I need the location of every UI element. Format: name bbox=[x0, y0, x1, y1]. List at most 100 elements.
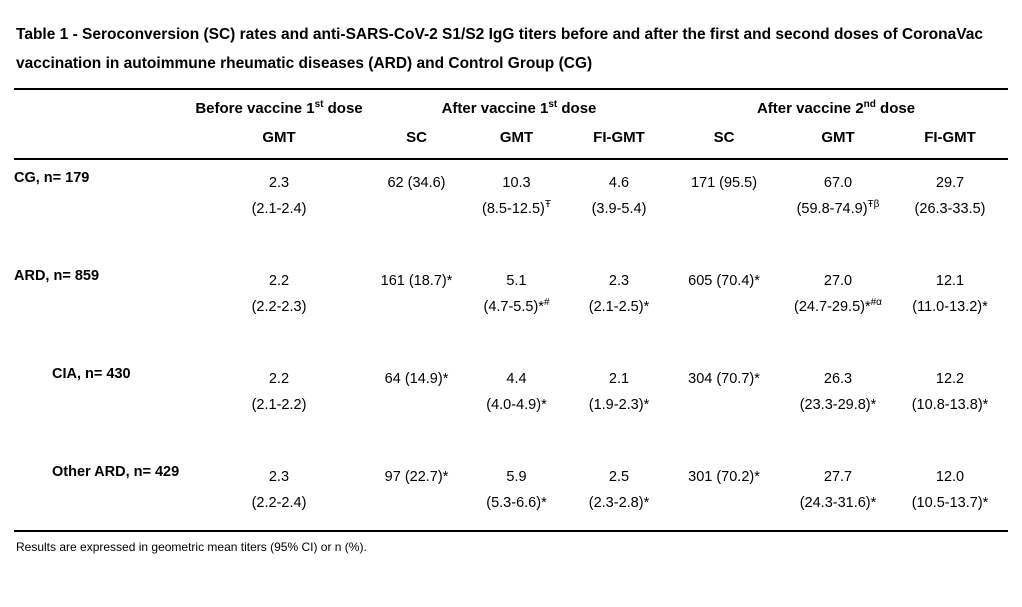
data-cell: 27.0 (24.7-29.5)*#α bbox=[784, 258, 892, 356]
data-cell: 67.0 (59.8-74.9)Ŧβ bbox=[784, 159, 892, 258]
column-header-gmt-before: GMT bbox=[184, 121, 374, 160]
cell-value: 26.3 bbox=[823, 371, 853, 387]
data-cell: 4.6 (3.9-5.4) bbox=[574, 159, 664, 258]
row-label: CG, n= 179 bbox=[14, 170, 90, 186]
cell-value: (11.0-13.2)* bbox=[912, 299, 988, 315]
data-cell: 605 (70.4)* bbox=[664, 258, 784, 356]
group-header-text: dose bbox=[323, 100, 363, 117]
row-label: CIA, n= 430 bbox=[52, 366, 131, 382]
significance-superscript: #α bbox=[870, 297, 882, 309]
cell-value: (5.3-6.6)* bbox=[486, 495, 547, 511]
group-header-before-dose1: Before vaccine 1st dose bbox=[184, 89, 374, 121]
cell-value: 67.0 bbox=[823, 175, 853, 191]
cell-value: 12.2 bbox=[935, 371, 965, 387]
cell-value: 62 (34.6) bbox=[387, 175, 446, 191]
cell-value: (23.3-29.8)* bbox=[799, 397, 877, 413]
table-header: Before vaccine 1st dose After vaccine 1s… bbox=[14, 89, 1009, 160]
group-header-text: After vaccine 1 bbox=[441, 100, 549, 117]
cell-value: (10.5-13.7)* bbox=[911, 495, 989, 511]
cell-value: (2.2-2.4) bbox=[251, 495, 307, 511]
group-header-text: After vaccine 2 bbox=[756, 100, 864, 117]
cell-value: 4.4 bbox=[506, 371, 527, 387]
results-table: Before vaccine 1st dose After vaccine 1s… bbox=[14, 88, 1009, 532]
ordinal-superscript: st bbox=[314, 99, 324, 110]
cell-value: 27.0 bbox=[823, 273, 853, 289]
column-header-sc-dose2: SC bbox=[664, 121, 784, 160]
column-header-gmt-dose2: GMT bbox=[784, 121, 892, 160]
ordinal-superscript: st bbox=[548, 99, 558, 110]
table-row: ARD, n= 859 2.2 (2.2-2.3) 161 (18.7)* 5.1 (4… bbox=[14, 258, 1008, 356]
significance-superscript: Ŧ bbox=[544, 199, 551, 211]
cell-value: 27.7 bbox=[823, 469, 853, 485]
cell-value: 161 (18.7)* bbox=[380, 273, 453, 289]
data-cell: 97 (22.7)* bbox=[374, 454, 459, 531]
row-label: ARD, n= 859 bbox=[14, 268, 100, 284]
cell-value: (1.9-2.3)* bbox=[588, 397, 650, 413]
data-cell: 2.2 (2.1-2.2) bbox=[184, 356, 374, 454]
cell-value: (4.7-5.5)*# bbox=[483, 297, 550, 315]
data-cell: 2.1 (1.9-2.3)* bbox=[574, 356, 664, 454]
table-figure: Table 1 - Seroconversion (SC) rates and … bbox=[0, 20, 1022, 554]
data-cell: 301 (70.2)* bbox=[664, 454, 784, 531]
cell-value: 4.6 bbox=[608, 175, 630, 191]
data-cell: 62 (34.6) bbox=[374, 159, 459, 258]
column-header-figmt-dose1: FI-GMT bbox=[574, 121, 664, 160]
cell-value: 605 (70.4)* bbox=[688, 273, 760, 289]
data-cell: 171 (95.5) bbox=[664, 159, 784, 258]
table-row: CIA, n= 430 2.2 (2.1-2.2) 64 (14.9)* 4.4 (4.… bbox=[14, 356, 1008, 454]
table-title: Table 1 - Seroconversion (SC) rates and … bbox=[16, 26, 983, 72]
cell-value: 12.0 bbox=[935, 469, 965, 485]
table-footnote: Results are expressed in geometric mean … bbox=[16, 540, 367, 554]
cell-value: 2.3 bbox=[608, 273, 630, 289]
data-cell: 12.0 (10.5-13.7)* bbox=[892, 454, 1008, 531]
data-cell: 2.5 (2.3-2.8)* bbox=[574, 454, 664, 531]
group-header-text: dose bbox=[557, 100, 597, 117]
cell-value: (2.1-2.5)* bbox=[588, 299, 650, 315]
table-body: CG, n= 179 2.3 (2.1-2.4) 62 (34.6) 10.3 (8.5… bbox=[14, 159, 1008, 531]
group-header-spacer bbox=[14, 89, 184, 121]
cell-value: (24.3-31.6)* bbox=[799, 495, 877, 511]
data-cell: 2.3 (2.2-2.4) bbox=[184, 454, 374, 531]
cell-value: 5.1 bbox=[506, 273, 527, 289]
cell-value: 2.2 bbox=[268, 371, 290, 387]
group-header-row: Before vaccine 1st dose After vaccine 1s… bbox=[14, 89, 1008, 121]
row-label: Other ARD, n= 429 bbox=[52, 464, 180, 480]
column-header-spacer bbox=[14, 121, 184, 160]
group-header-after-dose2: After vaccine 2nd dose bbox=[664, 89, 1008, 121]
cell-value: 64 (14.9)* bbox=[384, 371, 449, 387]
data-cell: 2.3 (2.1-2.5)* bbox=[574, 258, 664, 356]
cell-value: 5.9 bbox=[506, 469, 527, 485]
data-cell: 26.3 (23.3-29.8)* bbox=[784, 356, 892, 454]
table-row: CG, n= 179 2.3 (2.1-2.4) 62 (34.6) 10.3 (8.5… bbox=[14, 159, 1008, 258]
table-row: Other ARD, n= 429 2.3 (2.2-2.4) 97 (22.7)*… bbox=[14, 454, 1008, 531]
column-header-figmt-dose2: FI-GMT bbox=[892, 121, 1009, 160]
cell-value: 304 (70.7)* bbox=[688, 371, 760, 387]
cell-value: 171 (95.5) bbox=[690, 175, 758, 191]
data-cell: 12.2 (10.8-13.8)* bbox=[892, 356, 1008, 454]
data-cell: 5.1 (4.7-5.5)*# bbox=[459, 258, 574, 356]
cell-value: (59.8-74.9)Ŧβ bbox=[796, 199, 880, 217]
group-header-after-dose1: After vaccine 1st dose bbox=[374, 89, 664, 121]
cell-value: (26.3-33.5) bbox=[914, 201, 986, 217]
data-cell: 10.3 (8.5-12.5)Ŧ bbox=[459, 159, 574, 258]
cell-value: (2.2-2.3) bbox=[251, 299, 307, 315]
data-cell: 4.4 (4.0-4.9)* bbox=[459, 356, 574, 454]
significance-superscript: Ŧβ bbox=[867, 199, 880, 211]
data-cell: 12.1 (11.0-13.2)* bbox=[892, 258, 1008, 356]
cell-value: 2.5 bbox=[608, 469, 630, 485]
cell-value: (10.8-13.8)* bbox=[911, 397, 989, 413]
data-cell: 5.9 (5.3-6.6)* bbox=[459, 454, 574, 531]
ordinal-superscript: nd bbox=[863, 99, 876, 110]
data-cell: 161 (18.7)* bbox=[374, 258, 459, 356]
cell-value: 2.3 bbox=[268, 469, 290, 485]
cell-value: 10.3 bbox=[502, 175, 531, 191]
cell-value: 301 (70.2)* bbox=[688, 469, 760, 485]
cell-value: 12.1 bbox=[935, 273, 965, 289]
cell-value: 29.7 bbox=[935, 175, 965, 191]
group-header-text: Before vaccine 1 bbox=[195, 100, 315, 117]
cell-value: (8.5-12.5)Ŧ bbox=[482, 199, 551, 217]
data-cell: 304 (70.7)* bbox=[664, 356, 784, 454]
cell-value: (3.9-5.4) bbox=[591, 201, 647, 217]
cell-value: (2.1-2.4) bbox=[251, 201, 307, 217]
cell-value: 2.3 bbox=[268, 175, 290, 191]
